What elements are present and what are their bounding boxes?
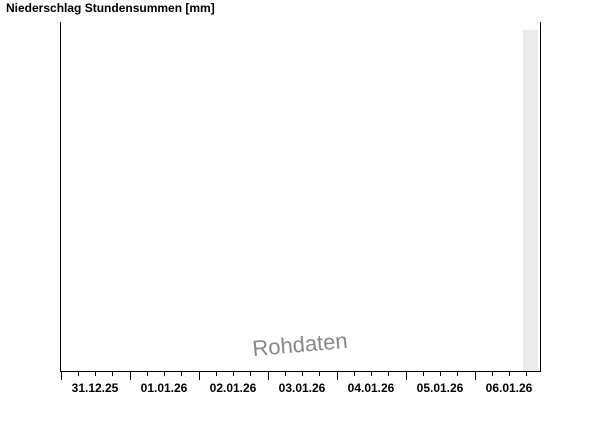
future-band: [523, 30, 538, 371]
x-tick-label: 03.01.26: [279, 381, 326, 395]
watermark-rohdaten: Rohdaten: [251, 328, 348, 361]
x-tick-label: 31.12.25: [72, 381, 119, 395]
x-tick-label: 02.01.26: [210, 381, 257, 395]
x-tick-label: 01.01.26: [141, 381, 188, 395]
x-tick-label: 05.01.26: [417, 381, 464, 395]
x-tick-label: 06.01.26: [486, 381, 533, 395]
x-tick-label: 04.01.26: [348, 381, 395, 395]
chart-title: Niederschlag Stundensummen [mm]: [6, 1, 215, 15]
